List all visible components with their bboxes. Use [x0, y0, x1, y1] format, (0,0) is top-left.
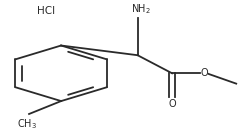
Text: NH$_2$: NH$_2$: [131, 3, 151, 16]
Text: O: O: [168, 99, 176, 109]
Text: O: O: [200, 68, 208, 78]
Text: HCl: HCl: [37, 6, 55, 16]
Text: CH$_3$: CH$_3$: [17, 117, 37, 131]
